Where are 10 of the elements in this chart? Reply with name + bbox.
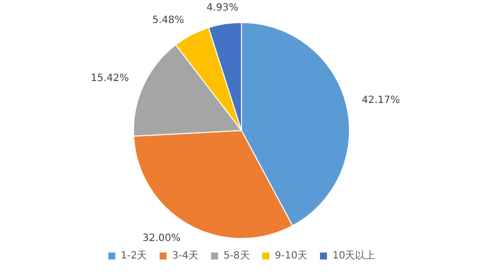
legend-label: 9-10天 — [274, 250, 308, 262]
data-label: 4.93% — [206, 2, 238, 14]
legend-label: 10天以上 — [332, 250, 376, 262]
data-label: 42.17% — [362, 94, 400, 106]
legend-label: 3-4天 — [172, 250, 198, 262]
data-label: 5.48% — [152, 15, 184, 26]
legend-label: 5-8天 — [223, 250, 250, 262]
data-label: 32.00% — [142, 233, 181, 244]
data-label: 15.42% — [90, 73, 129, 84]
legend-label: 1-2天 — [120, 250, 148, 262]
